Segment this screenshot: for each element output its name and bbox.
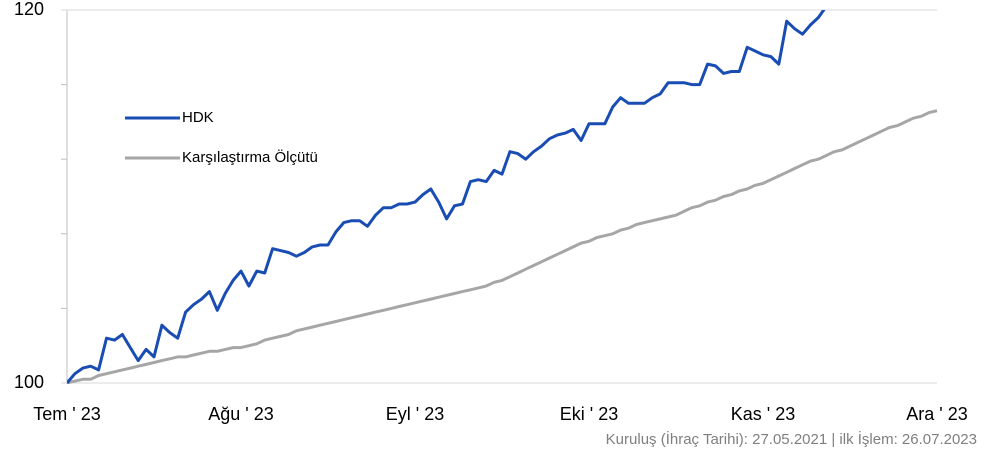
footnote: Kuruluş (İhraç Tarihi): 27.05.2021 | ilk… [606, 430, 977, 448]
x-tick-label: Kas ' 23 [731, 404, 795, 424]
x-tick-label: Eki ' 23 [560, 404, 618, 424]
x-tick-label: Tem ' 23 [33, 404, 100, 424]
legend-label: Karşılaştırma Ölçütü [182, 148, 318, 166]
x-tick-label: Eyl ' 23 [386, 404, 444, 424]
x-tick-label: Ağu ' 23 [208, 404, 274, 424]
y-tick-label: 100 [14, 372, 44, 392]
series-line [67, 10, 826, 384]
legend-label: HDK [182, 109, 214, 126]
series-line [67, 109, 938, 384]
x-tick-label: Ara ' 23 [906, 404, 967, 424]
y-tick-label: 120 [14, 0, 44, 19]
